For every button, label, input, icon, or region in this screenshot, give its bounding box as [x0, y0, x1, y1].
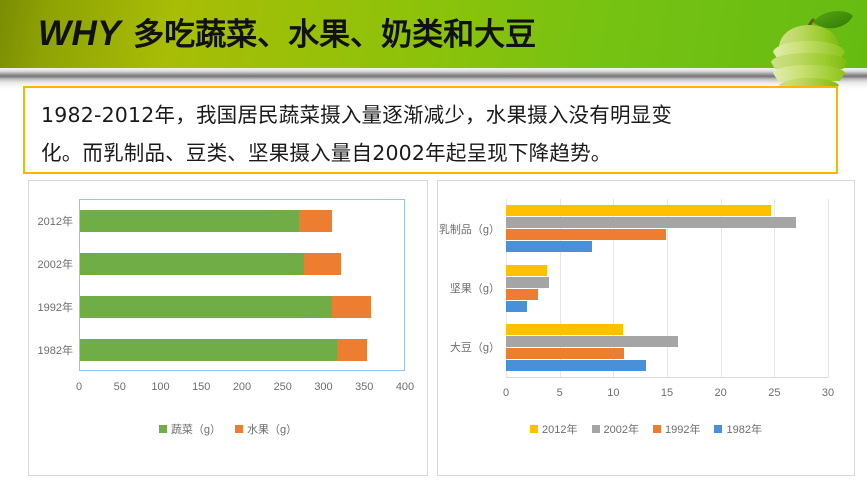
- callout-line-2: 化。而乳制品、豆类、坚果摄入量自2002年起呈现下降趋势。: [41, 141, 612, 165]
- header-banner: WHY 多吃蔬菜、水果、奶类和大豆: [0, 0, 867, 68]
- page-title-en: WHY: [38, 14, 122, 53]
- bar-segment[interactable]: [336, 338, 367, 361]
- gridline: [559, 199, 561, 377]
- legend-item[interactable]: 1982年: [714, 421, 762, 437]
- axis-tick-label: 25: [768, 387, 781, 399]
- left-chart-legend[interactable]: 蔬菜（g） 水果（g）: [29, 421, 427, 437]
- axis-tick-label: 15: [660, 387, 674, 399]
- axis-tick-label: 350: [355, 381, 374, 393]
- bar-segment[interactable]: [331, 295, 371, 318]
- category-label: 1982年: [37, 344, 73, 357]
- legend-swatch-icon: [530, 425, 539, 433]
- bar-segment[interactable]: [506, 335, 678, 347]
- axis-tick-label: 5: [556, 387, 563, 399]
- right-plot-area: [506, 199, 829, 378]
- callout-line-1: 1982-2012年，我国居民蔬菜摄入量逐渐减少，水果摄入没有明显变: [41, 103, 673, 127]
- summary-callout-box: 1982-2012年，我国居民蔬菜摄入量逐渐减少，水果摄入没有明显变 化。而乳制…: [23, 86, 838, 174]
- bar-segment[interactable]: [79, 338, 337, 361]
- left-plot-area: [79, 199, 405, 371]
- bar-segment[interactable]: [506, 205, 772, 217]
- header-shelf-divider: [0, 68, 867, 90]
- gridline: [506, 199, 507, 377]
- axis-tick-label: 0: [502, 387, 510, 399]
- axis-tick-label: 100: [151, 381, 170, 393]
- bar-segment[interactable]: [79, 252, 304, 275]
- category-label: 2012年: [37, 215, 73, 228]
- axis-tick-label: 0: [75, 381, 83, 393]
- category-label: 坚果（g）: [449, 283, 500, 295]
- legend-item[interactable]: 2002年: [591, 421, 639, 437]
- legend-item[interactable]: 1992年: [653, 421, 700, 437]
- legend-swatch-icon: [591, 425, 600, 433]
- bar-segment[interactable]: [506, 264, 547, 276]
- bar-segment[interactable]: [79, 295, 332, 318]
- category-label: 大豆（g）: [449, 342, 500, 355]
- axis-tick-label: 250: [273, 381, 292, 393]
- gridline: [828, 199, 829, 377]
- legend-swatch-icon: [653, 425, 661, 433]
- dairy-nut-soy-chart[interactable]: 乳制品（g） 坚果（g） 大豆（g） 0 5 10 15 20 25 30 2012年 2002年…: [437, 180, 855, 476]
- legend-swatch-icon: [714, 425, 723, 433]
- legend-label: 2002年: [603, 424, 639, 436]
- legend-label: 水果（g）: [247, 424, 298, 436]
- bar-segment[interactable]: [506, 300, 528, 312]
- right-chart-legend[interactable]: 2012年 2002年 1992年 1982年: [438, 421, 854, 437]
- legend-item[interactable]: 水果（g）: [235, 421, 297, 437]
- axis-tick-label: 50: [113, 381, 126, 393]
- bar-segment[interactable]: [506, 347, 625, 359]
- axis-tick-label: 200: [232, 381, 252, 393]
- axis-tick-label: 10: [607, 387, 620, 399]
- legend-label: 蔬菜（g）: [170, 424, 221, 436]
- category-label: 2002年: [37, 258, 73, 271]
- gridline: [774, 199, 776, 377]
- bar-segment[interactable]: [506, 359, 646, 371]
- legend-item[interactable]: 蔬菜（g）: [158, 421, 221, 437]
- axis-tick-label: 20: [714, 387, 727, 399]
- left-plot-border: [79, 199, 405, 371]
- bar-segment[interactable]: [79, 209, 300, 232]
- legend-item[interactable]: 2012年: [530, 421, 578, 437]
- axis-tick-label: 400: [395, 381, 415, 393]
- gridline: [613, 199, 615, 377]
- category-label: 1992年: [37, 301, 73, 314]
- legend-swatch-icon: [235, 425, 243, 433]
- bar-segment[interactable]: [299, 209, 333, 232]
- bar-segment[interactable]: [506, 229, 666, 241]
- legend-label: 1992年: [665, 424, 701, 436]
- legend-label: 1982年: [726, 424, 762, 436]
- axis-baseline: [506, 377, 828, 378]
- legend-label: 2012年: [542, 424, 578, 436]
- bar-segment[interactable]: [506, 323, 623, 335]
- page-title: WHY 多吃蔬菜、水果、奶类和大豆: [38, 6, 536, 63]
- page-title-cn: 多吃蔬菜、水果、奶类和大豆: [133, 17, 537, 52]
- bar-segment[interactable]: [506, 288, 539, 300]
- axis-tick-label: 150: [192, 381, 211, 393]
- bar-segment[interactable]: [506, 217, 796, 229]
- axis-tick-label: 30: [821, 387, 835, 399]
- legend-swatch-icon: [158, 425, 167, 433]
- bar-segment[interactable]: [303, 252, 341, 275]
- axis-tick-label: 300: [314, 381, 333, 393]
- gridline: [720, 199, 722, 377]
- bar-segment[interactable]: [506, 276, 549, 288]
- vegetable-fruit-chart[interactable]: 2012年 2002年 1992年 1982年 0 50 100 150 200 250 300 3…: [28, 180, 428, 476]
- category-label: 乳制品（g）: [438, 223, 500, 236]
- bar-segment[interactable]: [506, 241, 592, 253]
- gridline: [667, 199, 668, 377]
